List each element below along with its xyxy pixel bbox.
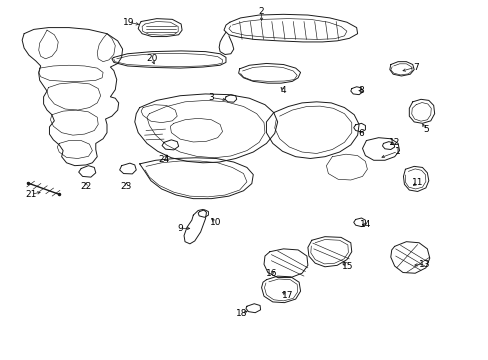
Text: 16: 16 xyxy=(265,269,277,278)
Text: 21: 21 xyxy=(25,190,37,199)
Text: 11: 11 xyxy=(411,178,423,187)
Text: 9: 9 xyxy=(177,224,183,233)
Text: 17: 17 xyxy=(281,291,293,300)
Text: 5: 5 xyxy=(422,125,428,134)
Text: 7: 7 xyxy=(412,63,418,72)
Text: 2: 2 xyxy=(258,7,264,16)
Text: 3: 3 xyxy=(208,93,214,102)
Text: 14: 14 xyxy=(359,220,370,229)
Text: 15: 15 xyxy=(342,262,353,271)
Text: 18: 18 xyxy=(236,309,247,318)
Text: 24: 24 xyxy=(158,155,169,164)
Text: 13: 13 xyxy=(418,260,430,269)
Text: 12: 12 xyxy=(388,138,400,147)
Text: 22: 22 xyxy=(80,182,91,191)
Text: 1: 1 xyxy=(394,147,400,156)
Text: 4: 4 xyxy=(280,86,286,95)
Text: 20: 20 xyxy=(146,54,157,63)
Text: 10: 10 xyxy=(209,218,221,227)
Text: 8: 8 xyxy=(358,86,364,95)
Text: 19: 19 xyxy=(122,18,134,27)
Text: 23: 23 xyxy=(121,182,132,191)
Text: 6: 6 xyxy=(358,129,364,138)
